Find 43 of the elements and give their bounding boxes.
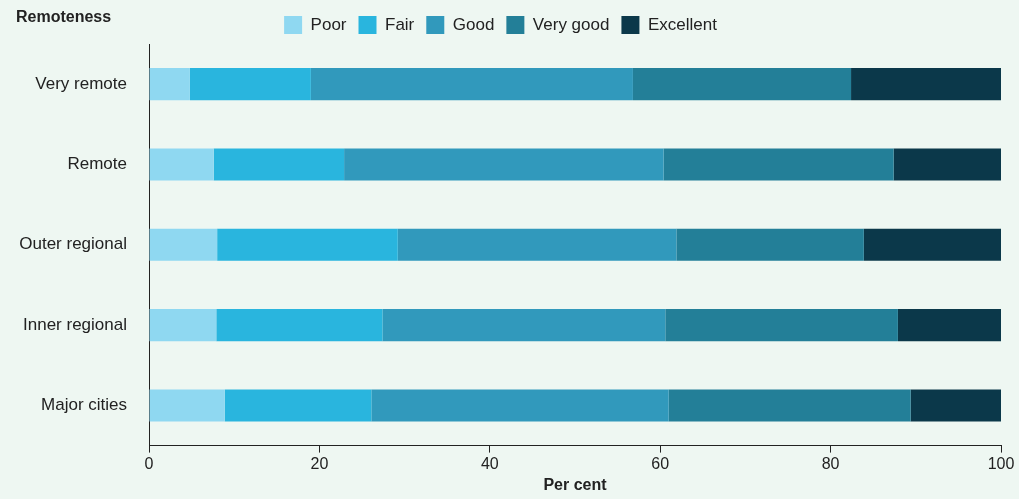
- bar: [310, 68, 633, 101]
- x-axis-title: Per cent: [543, 475, 608, 493]
- y-tick-label: Outer regional: [19, 234, 127, 254]
- legend-label: Poor: [310, 14, 347, 34]
- x-tick-label: 0: [144, 454, 154, 472]
- bar: [217, 228, 398, 261]
- y-axis-title: Remoteness: [16, 8, 112, 26]
- bar: [213, 148, 345, 181]
- bar: [149, 309, 217, 342]
- bar: [371, 389, 669, 422]
- bar: [149, 148, 214, 181]
- bar: [893, 148, 1001, 181]
- x-tick-label: 40: [480, 454, 499, 472]
- bar: [663, 148, 894, 181]
- legend-label: Good: [452, 14, 495, 34]
- bar: [344, 148, 664, 181]
- bar: [668, 389, 911, 422]
- legend-label: Excellent: [647, 14, 718, 34]
- y-tick-label: Very remote: [35, 73, 127, 93]
- y-tick-label: Remote: [67, 154, 127, 174]
- y-tick-label: Inner regional: [23, 314, 127, 334]
- bar: [851, 68, 1001, 101]
- bar: [149, 68, 190, 101]
- bar: [897, 309, 1001, 342]
- bar: [382, 309, 666, 342]
- bar: [216, 309, 383, 342]
- x-tick-label: 60: [651, 454, 670, 472]
- bar: [189, 68, 311, 101]
- bar: [632, 68, 852, 101]
- bar: [224, 389, 372, 422]
- legend-label: Fair: [385, 14, 415, 34]
- x-tick-label: 100: [987, 454, 1015, 472]
- x-tick-label: 20: [310, 454, 329, 472]
- bar: [676, 228, 864, 261]
- y-tick-label: Major cities: [41, 395, 127, 415]
- bar: [910, 389, 1001, 422]
- bar: [149, 228, 218, 261]
- x-tick-label: 80: [821, 454, 840, 472]
- bar: [397, 228, 677, 261]
- bar: [863, 228, 1001, 261]
- bar: [149, 389, 225, 422]
- legend-label: Very good: [532, 14, 610, 34]
- bar: [665, 309, 898, 342]
